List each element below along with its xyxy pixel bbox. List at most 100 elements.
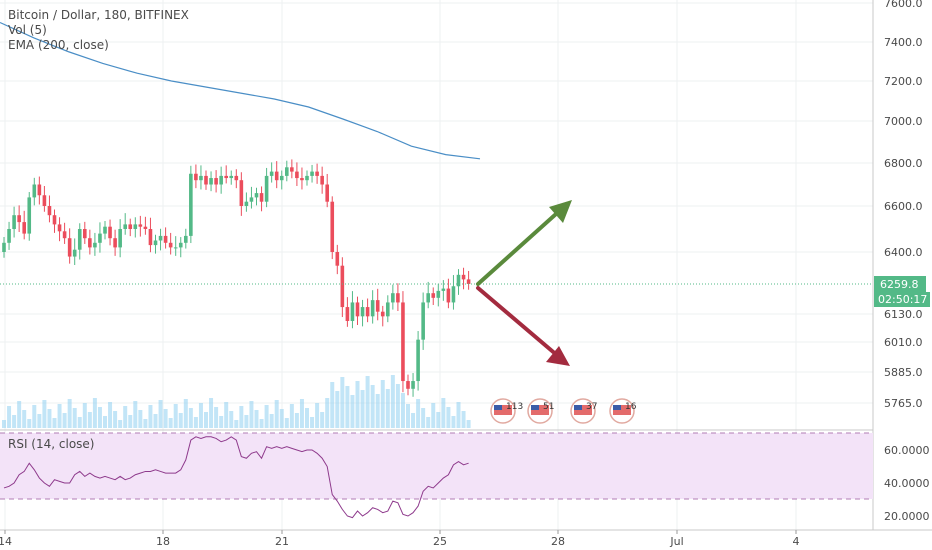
volume-bar bbox=[340, 377, 345, 428]
volume-bar bbox=[42, 400, 47, 428]
candle-body bbox=[330, 201, 335, 252]
volume-bar bbox=[87, 412, 92, 428]
price-tick-label: 7200.0 bbox=[884, 75, 923, 88]
candle-body bbox=[88, 238, 92, 248]
volume-bar bbox=[153, 414, 158, 428]
time-axis[interactable]: 14 18 21 25 28 Jul 4 bbox=[0, 530, 800, 548]
volume-bar bbox=[113, 411, 118, 428]
volume-bar bbox=[431, 403, 436, 428]
candle-body bbox=[189, 173, 193, 236]
candle-body bbox=[37, 184, 42, 196]
volume-bar bbox=[67, 399, 72, 428]
price-tick-label: 6800.0 bbox=[884, 157, 923, 170]
volume-bar bbox=[274, 400, 279, 428]
volume-bar bbox=[148, 405, 153, 428]
event-badges[interactable]: 113 51 37 16 bbox=[490, 398, 637, 424]
volume-bar bbox=[320, 412, 325, 428]
last-price-label: 6259.8 bbox=[874, 276, 926, 292]
candle-body bbox=[229, 175, 234, 179]
candle-body bbox=[52, 215, 57, 225]
volume-bar bbox=[92, 398, 97, 428]
candle-body bbox=[441, 288, 446, 291]
event-badge-count: 113 bbox=[506, 402, 523, 412]
candle-body bbox=[234, 175, 239, 181]
candle-body bbox=[360, 307, 365, 317]
volume-bar bbox=[209, 398, 214, 428]
svg-text:02:50:17: 02:50:17 bbox=[878, 293, 927, 306]
candle-body bbox=[249, 197, 254, 202]
candle-body bbox=[138, 224, 143, 227]
volume-bar bbox=[198, 403, 203, 428]
price-tick-label: 7000.0 bbox=[884, 115, 923, 128]
time-tick-label: 14 bbox=[0, 535, 12, 548]
volume-bar bbox=[229, 411, 234, 428]
candle-body bbox=[83, 229, 87, 239]
candle-body bbox=[315, 171, 319, 176]
price-axis[interactable]: 7600.0 7400.0 7200.0 7000.0 6800.0 6600.0 6400… bbox=[884, 0, 923, 410]
volume-bar bbox=[27, 419, 32, 428]
volume-bar bbox=[421, 408, 426, 428]
volume-bar bbox=[284, 418, 289, 428]
price-tick-label: 6400.0 bbox=[884, 246, 923, 259]
candle-body bbox=[365, 307, 370, 317]
event-badge: 51 bbox=[527, 398, 554, 424]
candle-body bbox=[62, 231, 67, 239]
volume-bar bbox=[264, 405, 269, 428]
candle-body bbox=[340, 265, 345, 308]
candle-body bbox=[446, 288, 451, 303]
candle-body bbox=[279, 175, 284, 181]
volume-bar bbox=[204, 412, 208, 428]
candle-body bbox=[184, 235, 188, 243]
volume-bar bbox=[234, 420, 239, 428]
volume-bar bbox=[37, 414, 42, 428]
candle-body bbox=[224, 175, 228, 179]
rsi-tick-label: 40.0000 bbox=[884, 477, 930, 490]
candle-body bbox=[300, 178, 304, 181]
price-tick-label: 6600.0 bbox=[884, 200, 923, 213]
volume-bar bbox=[239, 406, 244, 428]
rsi-axis[interactable]: 60.0000 40.0000 20.0000 bbox=[884, 444, 930, 523]
volume-bar bbox=[7, 406, 12, 428]
volume-bar bbox=[188, 408, 193, 428]
candle-body bbox=[466, 279, 471, 284]
candle-body bbox=[178, 242, 183, 248]
ema-line bbox=[0, 21, 481, 160]
price-tick-label: 6010.0 bbox=[884, 336, 923, 349]
candle-body bbox=[209, 178, 213, 185]
volume-bar bbox=[103, 416, 107, 428]
candle-body bbox=[436, 290, 441, 298]
candle-body bbox=[320, 175, 324, 185]
candle-body bbox=[204, 175, 208, 185]
countdown-label: 02:50:17 bbox=[874, 292, 930, 307]
candle-body bbox=[401, 302, 405, 382]
volume-bar bbox=[289, 404, 294, 428]
candle-body bbox=[254, 193, 259, 198]
candle-body bbox=[173, 247, 178, 249]
event-badge: 113 bbox=[490, 398, 523, 424]
volume-legend: Vol (5) bbox=[8, 23, 47, 37]
chart-legend: Bitcoin / Dollar, 180, BITFINEX Vol (5) … bbox=[8, 8, 189, 53]
volume-bar bbox=[138, 410, 143, 428]
candle-body bbox=[244, 201, 249, 206]
price-tick-label: 5765.0 bbox=[884, 397, 923, 410]
volume-bar bbox=[441, 398, 446, 428]
candle-body bbox=[153, 240, 158, 246]
candle-body bbox=[108, 226, 112, 239]
volume-bar bbox=[158, 400, 163, 428]
candles bbox=[2, 159, 471, 397]
svg-text:6259.8: 6259.8 bbox=[880, 278, 919, 291]
time-tick-label: 18 bbox=[156, 535, 170, 548]
volume-bar bbox=[168, 418, 173, 428]
candle-body bbox=[219, 175, 223, 185]
candle-body bbox=[416, 339, 420, 382]
candle-body bbox=[148, 229, 153, 246]
volume-bar bbox=[249, 401, 254, 428]
candle-body bbox=[380, 311, 385, 317]
volume-bar bbox=[315, 403, 320, 428]
candle-body bbox=[391, 293, 395, 303]
candle-body bbox=[42, 195, 47, 206]
volume-bar bbox=[214, 407, 219, 428]
volume-bar bbox=[254, 410, 259, 428]
candle-body bbox=[158, 235, 163, 241]
